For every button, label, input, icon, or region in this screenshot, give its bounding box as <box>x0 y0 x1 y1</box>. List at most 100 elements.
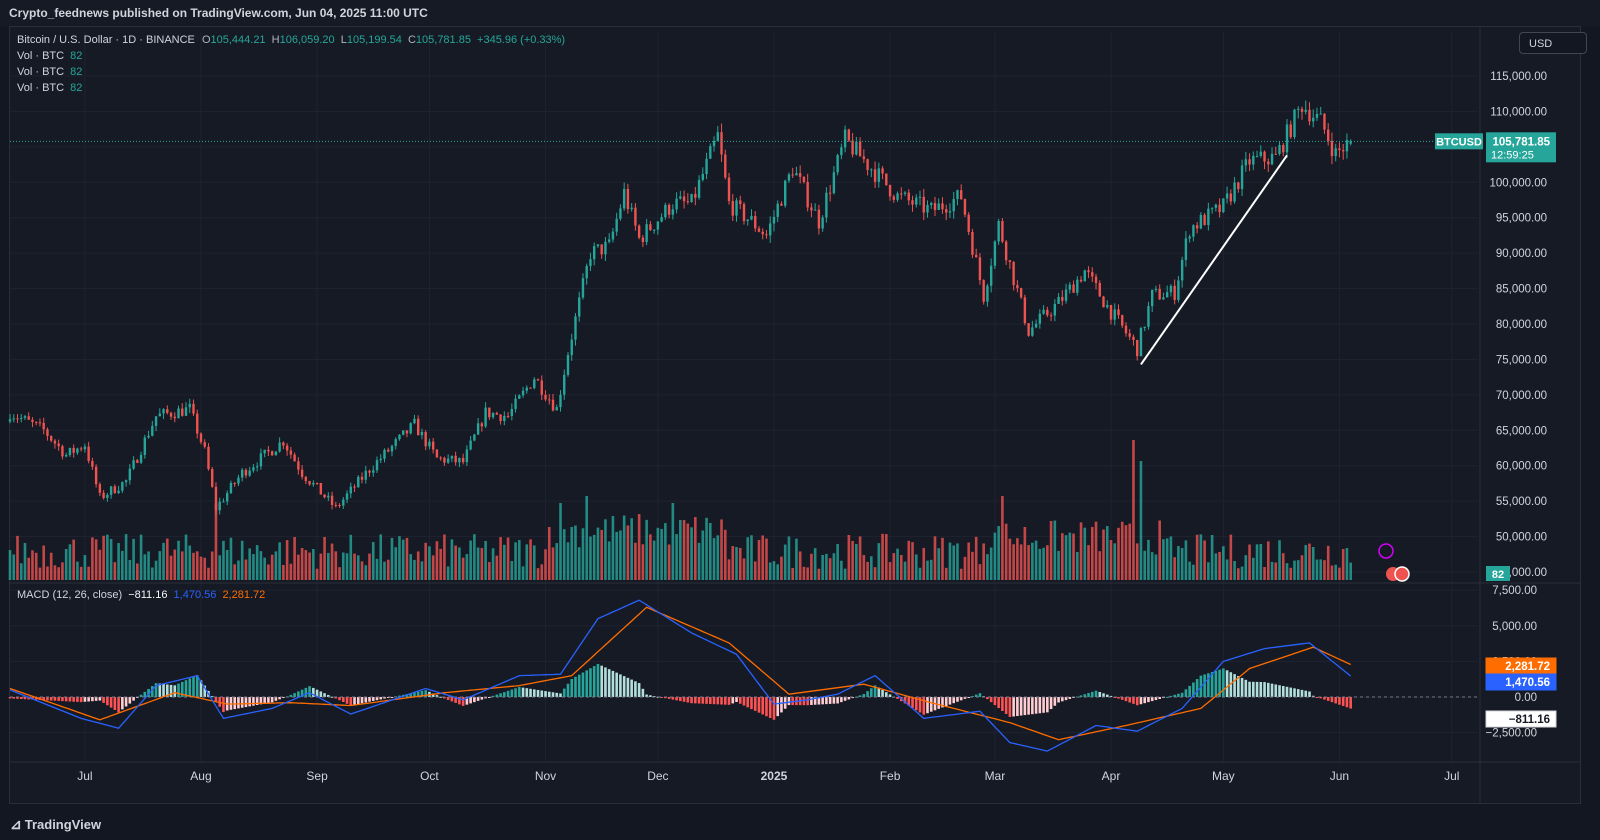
candle-body <box>94 466 98 485</box>
volume-bar <box>761 535 765 580</box>
candle-up <box>645 219 648 246</box>
macd-hist-bar-negative <box>23 697 27 700</box>
candle-body <box>154 416 158 426</box>
candle-body <box>780 203 783 206</box>
macd-hist-bar-negative <box>79 697 83 703</box>
candle-body <box>787 174 791 181</box>
candle-down <box>881 166 884 180</box>
volume-bar <box>1210 535 1214 580</box>
volume-bar <box>285 540 289 580</box>
volume-bar <box>229 537 233 580</box>
candle-down <box>360 472 364 484</box>
candle-down <box>739 195 742 210</box>
candle-body <box>836 155 839 173</box>
candle-body <box>892 196 895 200</box>
candle-up <box>840 143 843 160</box>
candle-body <box>986 285 989 302</box>
volume-bar <box>1180 548 1184 580</box>
candle-up <box>379 454 382 464</box>
candle-body <box>1338 148 1341 151</box>
volume-bar <box>210 551 214 580</box>
macd-hist-bar-positive <box>1203 674 1206 697</box>
volume-bar <box>1341 549 1345 580</box>
volume-bar <box>1195 534 1199 580</box>
currency-button[interactable]: USD <box>1519 32 1587 54</box>
candle-down <box>851 132 854 158</box>
volume-bar <box>499 537 502 580</box>
candle-up <box>1150 289 1154 313</box>
volume-bar <box>978 564 982 580</box>
candle-down <box>967 212 970 236</box>
volume-bar <box>1147 539 1150 580</box>
volume-bar <box>926 560 929 580</box>
candle-up <box>469 435 472 451</box>
macd-hist-bar-negative <box>469 697 472 704</box>
macd-hist-bar-positive <box>192 676 195 697</box>
volume-bar <box>424 542 427 580</box>
candle-body <box>495 412 499 415</box>
candle-body <box>873 169 877 182</box>
candle-up <box>555 404 558 411</box>
candle-body <box>240 469 244 478</box>
candle-body <box>529 387 532 389</box>
volume-bar <box>1218 552 1221 580</box>
volume-bar <box>401 539 405 580</box>
macd-hist-bar-positive <box>1192 682 1195 697</box>
volume-bar <box>1042 547 1045 580</box>
macd-hist-bar-negative <box>989 697 993 703</box>
candle-up <box>109 485 113 499</box>
macd-hist-bar-negative <box>248 697 251 707</box>
volume-bar <box>443 534 446 580</box>
candle-down <box>727 172 731 205</box>
volume-bar <box>585 496 589 580</box>
candle-body <box>802 176 806 182</box>
macd-hist-bar-negative <box>57 697 60 701</box>
macd-hist-bar-positive <box>581 672 585 697</box>
macd-hist-bar-negative <box>8 697 12 699</box>
macd-hist-bar-negative <box>929 697 933 712</box>
volume-bar <box>989 547 993 580</box>
volume-bar <box>798 551 802 580</box>
volume-bar <box>641 544 645 580</box>
candle-body <box>383 449 386 459</box>
candle-body <box>1207 208 1210 226</box>
volume-bar <box>383 561 386 580</box>
candle-body <box>1042 309 1045 314</box>
macd-hist-bar-negative <box>255 697 259 706</box>
volume-bar <box>742 558 746 580</box>
candle-down <box>791 167 794 179</box>
macd-hist-bar-positive <box>203 685 207 697</box>
volume-bar <box>1319 559 1323 580</box>
candle-body <box>701 174 705 180</box>
candle-up <box>596 244 600 248</box>
candle-down <box>136 458 139 464</box>
candle-body <box>297 461 300 470</box>
macd-hist-bar-positive <box>607 669 611 697</box>
candle-up <box>607 233 611 244</box>
candle-body <box>769 223 772 236</box>
candle-body <box>1121 315 1124 326</box>
candle-down <box>102 489 105 500</box>
candle-up <box>1304 100 1307 115</box>
volume-bar <box>776 564 780 580</box>
macd-hist-bar-positive <box>173 685 177 697</box>
tradingview-footer[interactable]: ⊿ TradingView <box>10 816 101 833</box>
volume-bar <box>559 503 562 580</box>
candle-body <box>334 504 338 506</box>
candle-body <box>870 169 873 171</box>
volume-bar <box>12 554 16 580</box>
price-axis-label: 65,000.00 <box>1496 425 1547 437</box>
high-value: 106,059.20 <box>279 34 335 46</box>
macd-hist-bar-negative <box>720 697 723 705</box>
volume-bar <box>1034 540 1038 580</box>
macd-hist-bar-positive <box>1311 695 1315 697</box>
volume-bar <box>416 551 420 580</box>
macd-hist-bar-negative <box>802 697 806 706</box>
candle-down <box>173 412 176 423</box>
macd-hist-bar-negative <box>896 697 899 699</box>
volume-bar <box>180 551 184 580</box>
candle-down <box>199 432 203 445</box>
macd-hist-bar-positive <box>1296 689 1300 697</box>
candle-up <box>1207 202 1210 231</box>
